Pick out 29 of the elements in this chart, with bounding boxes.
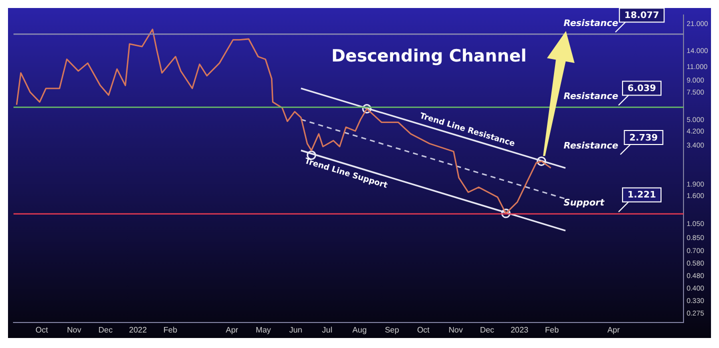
annotation: 2.739	[629, 133, 658, 144]
x-tick-label: Nov	[448, 325, 463, 334]
x-tick-label: 2022	[129, 325, 148, 334]
x-tick-label: Jul	[322, 325, 332, 334]
ref-line-label: Support	[564, 198, 605, 209]
annotation: 6.039	[628, 84, 656, 94]
x-tick-label: Oct	[36, 325, 49, 334]
annotation: 18.077	[624, 10, 660, 21]
point	[362, 104, 372, 114]
point	[536, 156, 546, 166]
x-tick-label: Feb	[163, 325, 178, 334]
x-tick-label: Jun	[289, 325, 302, 334]
x-tick-label: 2023	[510, 325, 529, 334]
annotation: 1.221	[628, 190, 656, 201]
x-tick-label: Apr	[607, 325, 620, 334]
x-tick-label: Apr	[226, 325, 239, 334]
ref-line-label: Resistance	[564, 18, 618, 29]
x-tick-label: Feb	[544, 325, 560, 334]
x-tick-label: May	[256, 325, 271, 334]
point	[501, 208, 511, 218]
x-tick-label: Oct	[417, 325, 430, 334]
annotation: Resistance	[564, 141, 618, 152]
x-tick-label: Aug	[352, 325, 367, 334]
x-tick-label: Dec	[98, 325, 113, 334]
ref-line-label: Resistance	[564, 92, 618, 102]
x-tick-label: Dec	[480, 325, 494, 334]
x-tick-label: Nov	[67, 325, 82, 334]
x-tick-label: Sep	[384, 325, 400, 334]
text: Descending Channel	[331, 46, 527, 67]
